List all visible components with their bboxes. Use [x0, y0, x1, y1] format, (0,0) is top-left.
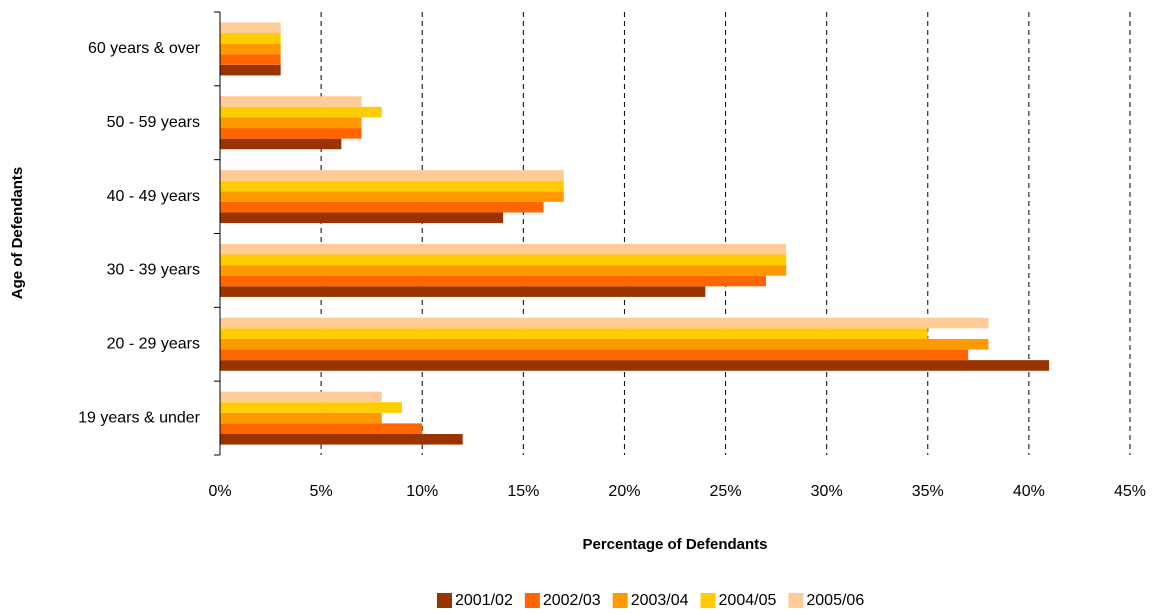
bar — [220, 22, 281, 34]
x-tick-label: 0% — [208, 483, 231, 500]
bar — [220, 54, 281, 65]
bar — [220, 117, 362, 129]
bar — [220, 433, 463, 445]
bar — [220, 180, 564, 192]
bar — [220, 275, 766, 287]
bar — [220, 96, 362, 107]
x-tick-label: 45% — [1114, 483, 1146, 500]
legend-label: 2001/02 — [455, 592, 513, 609]
y-tick-label: 30 - 39 years — [107, 262, 200, 279]
legend-swatch — [788, 593, 804, 608]
bar — [220, 128, 362, 139]
x-tick-label: 10% — [406, 483, 438, 500]
y-tick-label: 50 - 59 years — [107, 114, 200, 131]
y-tick-label: 19 years & under — [78, 409, 201, 426]
x-tick-label: 5% — [310, 483, 333, 500]
bar — [220, 33, 281, 44]
bar — [220, 391, 382, 403]
bar — [220, 254, 787, 266]
x-tick-label: 15% — [507, 483, 539, 500]
bar — [220, 138, 342, 150]
bar — [220, 191, 564, 202]
bar — [220, 201, 544, 213]
legend-label: 2003/04 — [631, 592, 689, 609]
bar — [220, 317, 989, 329]
x-tick-label: 20% — [608, 483, 640, 500]
x-tick-label: 35% — [912, 483, 944, 500]
bar — [220, 106, 382, 118]
x-tick-label: 30% — [811, 483, 843, 500]
bar — [220, 286, 706, 297]
legend-swatch — [612, 593, 628, 608]
legend-swatch — [524, 593, 540, 608]
x-tick-label: 25% — [710, 483, 742, 500]
y-tick-label: 20 - 29 years — [107, 335, 200, 352]
legend-label: 2005/06 — [806, 592, 864, 609]
legend-swatch — [437, 593, 452, 608]
legend-label: 2002/03 — [543, 592, 601, 609]
bar — [220, 43, 281, 55]
bar — [220, 338, 989, 350]
bar — [220, 265, 787, 276]
bar — [220, 170, 564, 181]
bar — [220, 402, 402, 413]
legend-label: 2004/05 — [719, 592, 777, 609]
y-tick-label: 60 years & over — [88, 40, 201, 57]
bar — [220, 360, 1050, 371]
x-axis-label: Percentage of Defendants — [582, 536, 767, 553]
legend-swatch — [700, 593, 716, 608]
bar — [220, 212, 504, 224]
bar — [220, 412, 382, 424]
y-tick-label: 40 - 49 years — [107, 188, 200, 205]
y-axis-label: Age of Defendants — [9, 167, 26, 300]
bar — [220, 328, 928, 339]
bar — [220, 349, 969, 361]
bar — [220, 64, 281, 76]
bar — [220, 423, 423, 434]
bar — [220, 243, 787, 255]
x-tick-label: 40% — [1013, 483, 1045, 500]
